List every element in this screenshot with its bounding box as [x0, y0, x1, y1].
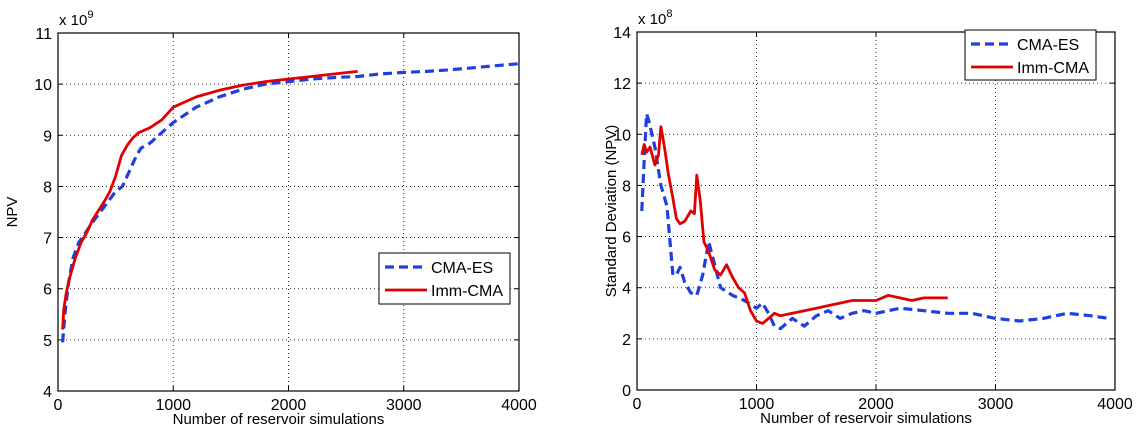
- y-tick-label: 5: [43, 333, 52, 350]
- legend-label-1: CMA-ES: [1017, 37, 1079, 54]
- legend-box: [964, 29, 1097, 81]
- plot-area: [637, 32, 1115, 390]
- legend: CMA-ES Imm-CMA: [964, 29, 1097, 81]
- axes-frame: [636, 31, 1116, 391]
- y-tick-label: 8: [622, 178, 631, 195]
- y-tick-label: 9: [43, 128, 52, 145]
- legend-label-2: Imm-CMA: [431, 283, 503, 300]
- y-tick-label: 10: [613, 127, 631, 144]
- y-axis-label: NPV: [4, 197, 21, 228]
- y-tick-label: 10: [34, 77, 52, 94]
- legend-label-2: Imm-CMA: [1017, 60, 1089, 77]
- y-tick-label: 6: [622, 230, 631, 247]
- x-tick-label: 2000: [271, 397, 307, 414]
- y-exponent-label: x 109: [59, 9, 93, 29]
- y-axis-label: Standard Deviation (NPV): [603, 125, 620, 298]
- x-tick-label: 2000: [858, 396, 894, 413]
- y-tick-label: 4: [622, 281, 631, 298]
- legend-label-1: CMA-ES: [431, 260, 493, 277]
- series-line-2: [61, 70, 358, 330]
- legend: CMA-ES Imm-CMA: [378, 252, 511, 305]
- x-tick-label: 1000: [739, 396, 775, 413]
- chart-2: 0 1000 2000 3000 4000 0 2 4 6 8 10 12 14 x 108 Number …: [603, 8, 1133, 427]
- y-tick-label: 11: [35, 26, 52, 43]
- plot-area: [58, 33, 519, 391]
- series-line-2: [640, 125, 948, 325]
- y-tick-label: 2: [622, 332, 631, 349]
- y-tick-label: 6: [43, 282, 52, 299]
- legend-box: [378, 252, 511, 305]
- x-axis-label: Number of reservoir simulations: [760, 410, 972, 427]
- x-tick-label: 4000: [501, 397, 537, 414]
- y-tick-label: 7: [43, 231, 52, 248]
- y-tick-label: 4: [43, 384, 52, 401]
- y-exponent-label: x 108: [638, 8, 672, 28]
- y-tick-label: 0: [622, 383, 631, 400]
- x-tick-label: 4000: [1097, 396, 1133, 413]
- y-tick-label: 14: [613, 25, 631, 42]
- axes-frame: [57, 32, 520, 392]
- x-tick-label: 3000: [386, 397, 422, 414]
- y-tick-label: 12: [613, 76, 631, 93]
- x-tick-label: 1000: [155, 397, 191, 414]
- chart-1: 0 1000 2000 3000 4000 4 5 6 7 8 9 10 11 x 109 Number o…: [4, 9, 537, 428]
- x-axis-label: Number of reservoir simulations: [173, 411, 385, 428]
- y-tick-label: 8: [43, 179, 52, 196]
- x-tick-label: 0: [633, 396, 642, 413]
- x-tick-label: 0: [54, 397, 63, 414]
- x-tick-label: 3000: [978, 396, 1014, 413]
